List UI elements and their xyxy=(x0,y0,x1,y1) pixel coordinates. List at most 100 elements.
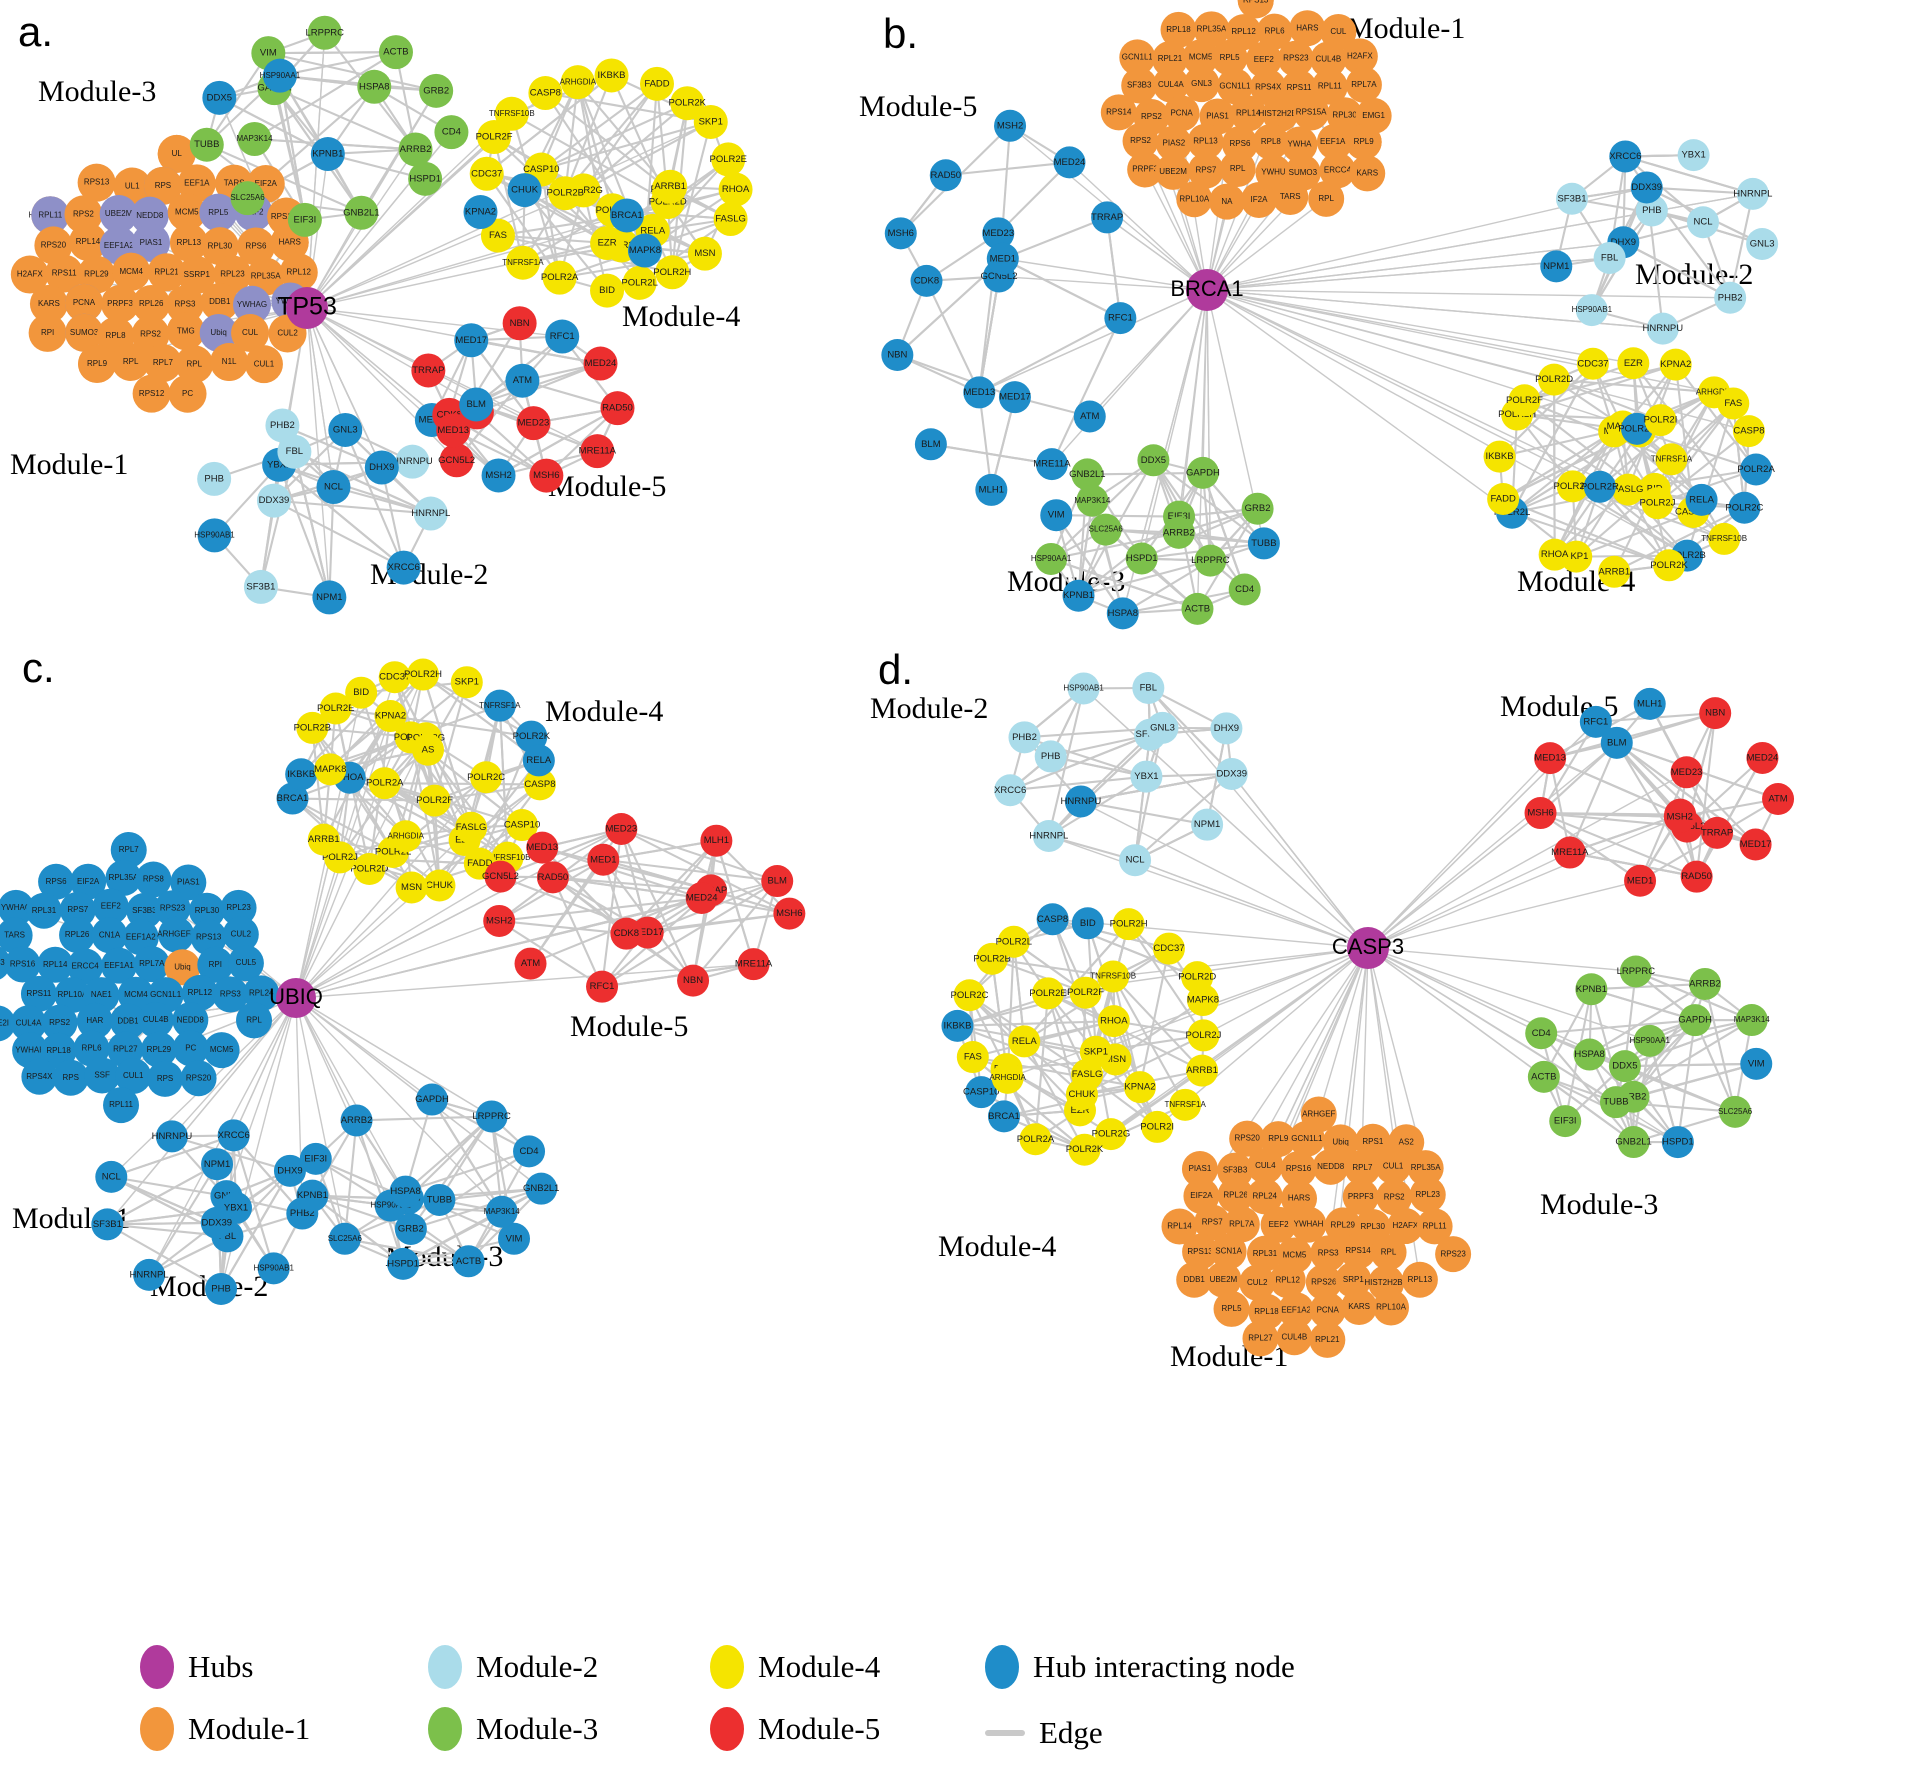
node-a-module4-msn[interactable] xyxy=(687,236,722,271)
node-b-module3-slc25a6[interactable] xyxy=(1089,513,1122,546)
node-b-module3-arrb2[interactable] xyxy=(1162,516,1195,549)
node-b-module3-ddx5[interactable] xyxy=(1137,444,1170,477)
node-b-module4-polr2d[interactable] xyxy=(1538,363,1571,396)
node-a-module3-slc25a6[interactable] xyxy=(230,181,265,216)
node-a-module1-cul1[interactable] xyxy=(244,345,283,384)
node-d-module2-phb2[interactable] xyxy=(1008,721,1041,754)
node-b-module4-polr2f[interactable] xyxy=(1508,384,1541,417)
node-a-module3-arrb2[interactable] xyxy=(398,132,433,167)
node-c-module1-rpl30[interactable] xyxy=(188,892,225,929)
node-c-module1-arhgef4[interactable] xyxy=(158,916,195,953)
node-a-module1-pc[interactable] xyxy=(168,374,207,413)
node-a-module4-ezr[interactable] xyxy=(590,226,625,261)
node-d-module3-slc25a6[interactable] xyxy=(1719,1095,1752,1128)
node-d-module3-kpnb1[interactable] xyxy=(1575,973,1608,1006)
node-c-module1-cul5[interactable] xyxy=(227,945,264,982)
node-d-module5-nbn[interactable] xyxy=(1699,697,1732,730)
node-c-module2-dhx9[interactable] xyxy=(273,1154,306,1187)
node-a-module3-gnb2l1[interactable] xyxy=(344,195,379,230)
node-a-module1-pias1[interactable] xyxy=(131,223,170,262)
node-b-module1-hist2h2be[interactable] xyxy=(1262,95,1299,132)
node-c-module1-rps3[interactable] xyxy=(212,976,249,1013)
node-a-module4-casp8[interactable] xyxy=(528,76,563,111)
node-c-module1-eif2a[interactable] xyxy=(70,863,107,900)
node-a-module5-mre11a[interactable] xyxy=(580,434,615,469)
node-c-module5-nbn[interactable] xyxy=(677,964,710,997)
node-d-module4-polr2a[interactable] xyxy=(1019,1123,1052,1156)
node-d-module4-polr2h[interactable] xyxy=(1112,908,1145,941)
node-c-module3-grb2[interactable] xyxy=(394,1212,427,1245)
node-c-module1-rpl12[interactable] xyxy=(181,974,218,1011)
node-a-module1-rpl14[interactable] xyxy=(68,223,107,262)
node-c-module4-faslg[interactable] xyxy=(455,811,488,844)
node-a-module3-lrpprc[interactable] xyxy=(307,15,342,50)
node-c-module4-polr2f[interactable] xyxy=(418,784,451,817)
node-b-module1-sf3b3[interactable] xyxy=(1121,67,1158,104)
node-b-module3-hspd1[interactable] xyxy=(1125,542,1158,575)
node-d-module1-eef2[interactable] xyxy=(1260,1206,1297,1243)
panel-d-hub-group[interactable]: CASP3 xyxy=(1332,927,1404,969)
node-a-module4-brca1[interactable] xyxy=(609,198,644,233)
node-c-module3-eif3i[interactable] xyxy=(299,1142,332,1175)
panel-a-hub-group[interactable]: TP53 xyxy=(277,287,337,329)
node-b-module1-eef2[interactable] xyxy=(1245,41,1282,78)
node-d-module1-h2afx[interactable] xyxy=(1387,1208,1424,1245)
node-c-module3-vim[interactable] xyxy=(498,1222,531,1255)
node-d-module4-polr2j[interactable] xyxy=(1187,1019,1220,1052)
node-b-module1-rpl[interactable] xyxy=(1308,180,1345,217)
node-a-module1-eef1a[interactable] xyxy=(177,164,216,203)
node-a-module4-faslg[interactable] xyxy=(713,201,748,236)
node-b-module1-rpl[interactable] xyxy=(1219,151,1256,188)
node-c-module3-kpnb1[interactable] xyxy=(296,1179,329,1212)
node-b-module5-rad50[interactable] xyxy=(929,159,962,192)
node-c-module1-rpi[interactable] xyxy=(197,946,234,983)
node-d-module5-med1[interactable] xyxy=(1624,864,1657,897)
node-a-module4-polr2b[interactable] xyxy=(548,176,583,211)
node-a-module2-gnl3[interactable] xyxy=(328,412,363,447)
node-c-module1-rps2[interactable] xyxy=(41,1004,78,1041)
node-a-module5-med24[interactable] xyxy=(583,346,618,381)
node-c-module1-rpl18[interactable] xyxy=(40,1032,77,1069)
node-a-module4-tnfrsf10b[interactable] xyxy=(494,96,529,131)
node-c-module4-chuk[interactable] xyxy=(423,869,456,902)
node-a-module1-cul[interactable] xyxy=(231,314,270,353)
node-c-module1-rpl14[interactable] xyxy=(37,946,74,983)
node-c-module3-actb[interactable] xyxy=(452,1245,485,1278)
node-d-module1-nedd8[interactable] xyxy=(1312,1148,1349,1185)
node-c-module4-kpna2[interactable] xyxy=(374,700,407,733)
node-b-module1-rpl11[interactable] xyxy=(1311,68,1348,105)
node-b-module5-rfc1[interactable] xyxy=(1104,302,1137,335)
node-c-module1-eef2[interactable] xyxy=(92,888,129,925)
node-a-module1-ssrp1[interactable] xyxy=(177,256,216,295)
node-d-module4-polr2f[interactable] xyxy=(1069,976,1102,1009)
node-d-module3-hspd1[interactable] xyxy=(1661,1126,1694,1159)
node-c-module4-brca1[interactable] xyxy=(276,782,309,815)
hub-node-casp3[interactable] xyxy=(1347,927,1389,969)
node-c-module1-rpl6[interactable] xyxy=(73,1030,110,1067)
node-a-module1-rpl5[interactable] xyxy=(199,193,238,232)
node-c-module1-rps11[interactable] xyxy=(20,975,57,1012)
node-a-module4-cdc37[interactable] xyxy=(469,156,504,191)
node-b-module2-ddx39[interactable] xyxy=(1630,171,1663,204)
node-b-module3-kpnb1[interactable] xyxy=(1062,579,1095,612)
hub-node-tp53[interactable] xyxy=(286,287,328,329)
node-b-module2-xrcc6[interactable] xyxy=(1609,140,1642,173)
node-d-module1-rpl31[interactable] xyxy=(1246,1235,1283,1272)
node-d-module4-arhgdia[interactable] xyxy=(991,1061,1024,1094)
node-b-module1-rpl5[interactable] xyxy=(1211,39,1248,76)
node-d-module3-gnb2l1[interactable] xyxy=(1617,1126,1650,1159)
node-a-module1-rpl11[interactable] xyxy=(31,196,70,235)
node-b-module1-pias2[interactable] xyxy=(1155,125,1192,162)
node-a-module1-rps6[interactable] xyxy=(237,227,276,266)
node-d-module2-hnrnpl[interactable] xyxy=(1032,819,1065,852)
node-a-module1-ywhag[interactable] xyxy=(232,285,271,324)
node-b-module1-rpl18[interactable] xyxy=(1160,11,1197,48)
node-b-module4-polr2i[interactable] xyxy=(1644,404,1677,437)
node-b-module1-hars[interactable] xyxy=(1289,10,1326,47)
node-c-module1-rpl35a[interactable] xyxy=(105,859,142,896)
node-c-module1-pc[interactable] xyxy=(172,1030,209,1067)
node-a-module3-kpnb1[interactable] xyxy=(310,137,345,172)
node-b-module2-fbl[interactable] xyxy=(1593,241,1626,274)
node-c-module4-casp10[interactable] xyxy=(506,809,539,842)
node-a-module1-rpl30[interactable] xyxy=(200,227,239,266)
